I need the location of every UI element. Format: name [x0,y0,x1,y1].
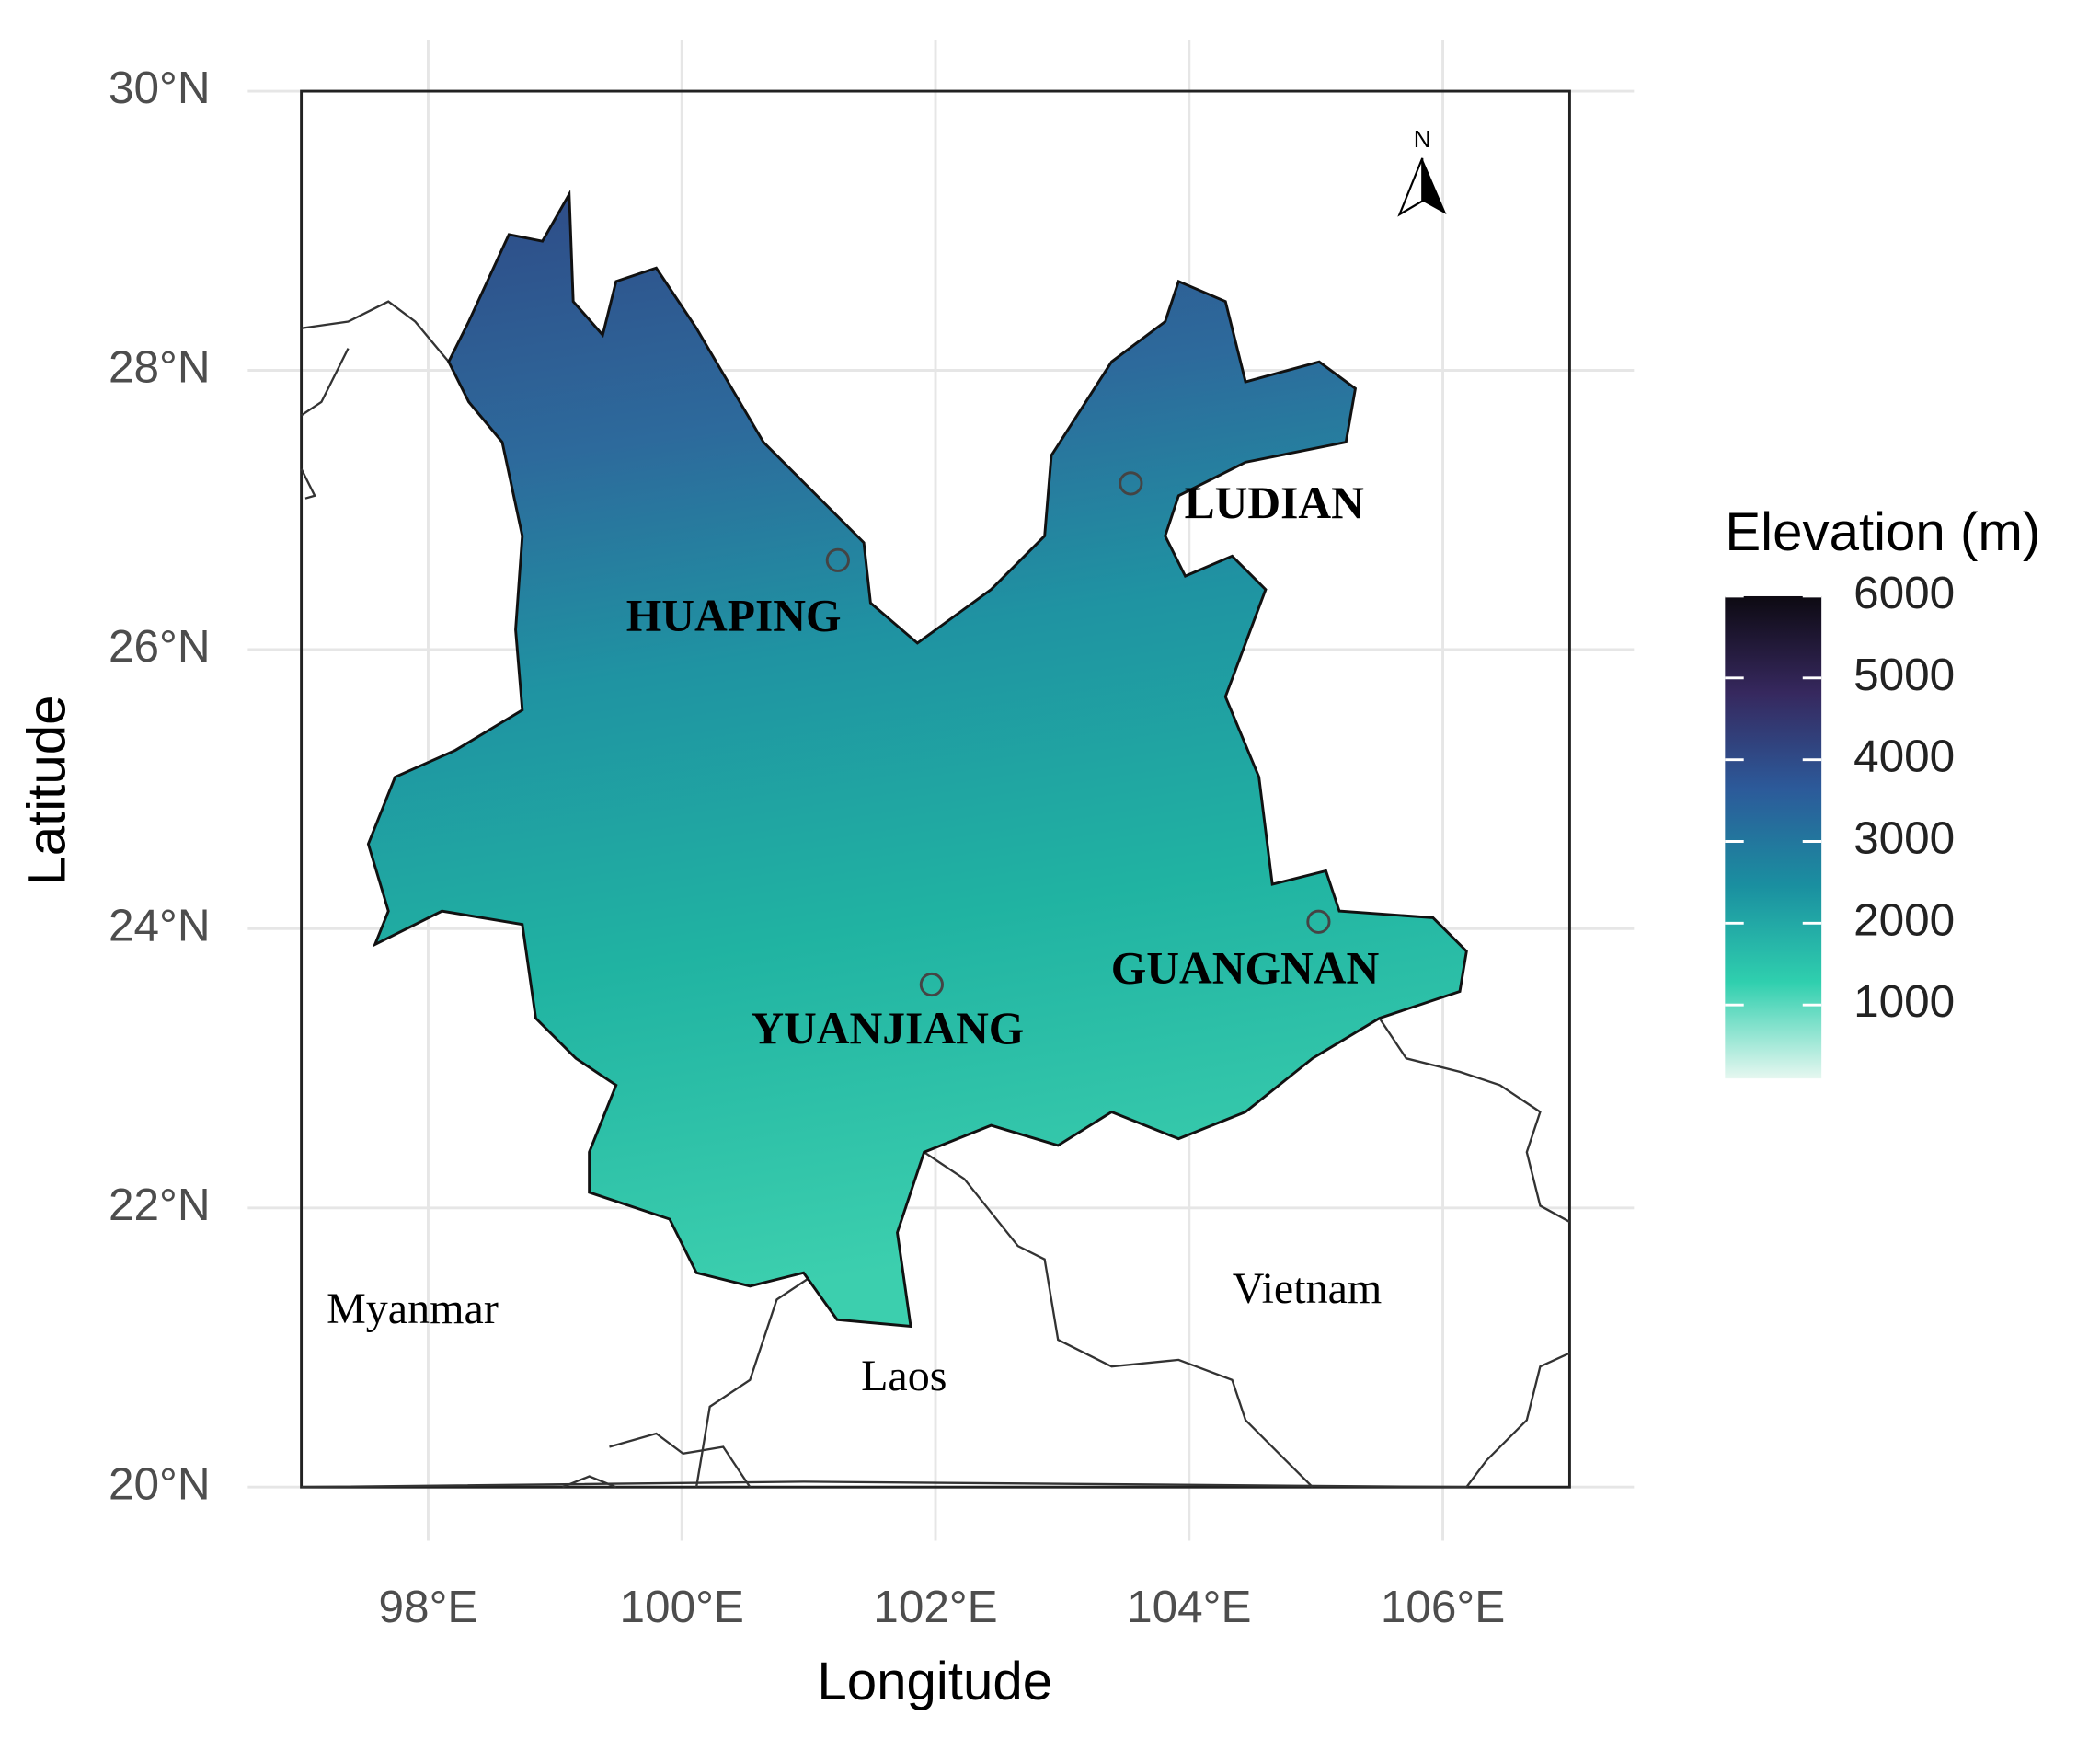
country-label: Vietnam [1233,1264,1383,1313]
border [1378,1017,1570,1223]
y-axis-title: Latitude [17,696,77,886]
yunnan-elevation [366,190,1468,1329]
legend-tick-label: 2000 [1853,894,1955,945]
north-arrow-right [1422,157,1447,215]
x-tick-label: 102°E [873,1582,997,1632]
site-label: LUDIAN [1185,478,1365,528]
border [923,1151,1314,1489]
site-marker [825,547,850,572]
north-arrow: N [1397,125,1447,217]
border [300,348,350,417]
y-tick-label: 24°N [109,900,211,950]
border [694,1272,818,1488]
x-tick-label: 104°E [1127,1582,1251,1632]
border [301,300,450,363]
x-tick-label: 98°E [379,1582,478,1632]
legend-tick-label: 4000 [1853,731,1955,782]
y-tick-label: 28°N [109,342,211,393]
y-tick-label: 26°N [109,621,211,672]
north-arrow-left [1397,157,1424,217]
site-marker [919,972,944,997]
borders [300,300,1570,1489]
site-label: GUANGNAN [1111,942,1380,993]
north-label: N [1414,125,1431,153]
country-label: Myanmar [327,1284,499,1333]
legend-title: Elevation (m) [1725,502,2040,562]
legend-tick-label: 5000 [1853,650,1955,700]
site-marker [1306,909,1331,934]
border [609,1432,752,1488]
site-label: YUANJIANG [751,1003,1024,1054]
country-label: Laos [861,1352,947,1400]
border [300,468,316,500]
site-label: HUAPING [626,591,842,641]
y-tick-label: 30°N [109,63,211,113]
legend-tick-label: 6000 [1853,568,1955,618]
border [1465,1352,1570,1488]
legend-colorbar [1725,595,1822,1079]
legend-tick-label: 1000 [1853,976,1955,1027]
plot-frame [300,89,1571,1489]
border [562,1475,617,1489]
legend-tick-label: 3000 [1853,813,1955,864]
x-tick-label: 100°E [620,1582,744,1632]
site-marker [1119,471,1143,496]
border [301,1480,1467,1489]
x-tick-label: 106°E [1381,1582,1505,1632]
x-axis-title: Longitude [817,1652,1052,1711]
y-tick-label: 22°N [109,1180,211,1230]
y-tick-label: 20°N [109,1458,211,1509]
